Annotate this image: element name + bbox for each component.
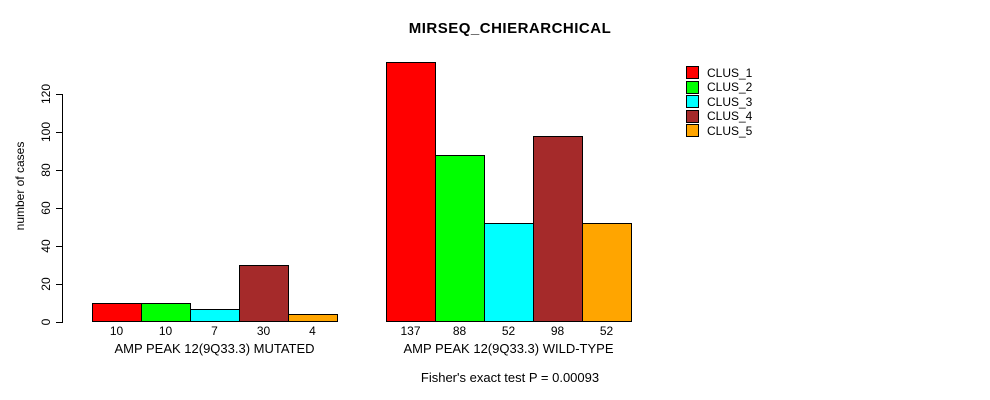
bar-clus_2	[435, 155, 485, 322]
legend-swatch-icon	[686, 124, 699, 137]
bar-value-label: 52	[501, 324, 516, 338]
bar-value-label: 10	[158, 324, 173, 338]
y-tick-label: 60	[39, 201, 53, 215]
legend: CLUS_1 CLUS_2 CLUS_3 CLUS_4 CLUS_5	[686, 66, 752, 139]
legend-item: CLUS_1	[686, 65, 753, 80]
legend-label: CLUS_5	[707, 123, 753, 138]
legend-item: CLUS_3	[686, 94, 753, 109]
y-tick-label: 100	[39, 121, 53, 143]
chart-title: MIRSEQ_CHIERARCHICAL	[408, 20, 612, 37]
legend-label: CLUS_3	[707, 94, 753, 109]
y-tick-mark	[56, 94, 62, 95]
x-group-label: AMP PEAK 12(9Q33.3) MUTATED	[114, 341, 315, 356]
bar-value-label: 7	[211, 324, 218, 338]
bar-clus_5	[288, 314, 338, 322]
y-axis-label: number of cases	[13, 141, 27, 231]
bar-clus_1	[386, 62, 436, 322]
bar-clus_1	[92, 303, 142, 322]
legend-item: CLUS_2	[686, 80, 753, 94]
legend-swatch-icon	[686, 80, 699, 94]
legend-swatch-icon	[686, 109, 699, 123]
y-tick-label: 40	[39, 239, 53, 253]
bar-clus_3	[484, 223, 534, 322]
y-tick-mark	[56, 322, 62, 323]
y-tick-mark	[56, 284, 62, 285]
y-tick-mark	[56, 132, 62, 133]
bar-value-label: 98	[550, 324, 565, 338]
x-group-label: AMP PEAK 12(9Q33.3) WILD-TYPE	[403, 341, 614, 356]
bar-value-label: 137	[400, 324, 421, 338]
legend-item: CLUS_4	[686, 109, 753, 123]
bar-value-label: 10	[109, 324, 124, 338]
bar-value-label: 4	[309, 324, 316, 338]
bar-value-label: 88	[452, 324, 467, 338]
y-tick-label: 120	[39, 83, 53, 105]
bar-clus_4	[239, 265, 289, 322]
legend-label: CLUS_2	[707, 80, 753, 94]
bar-value-label: 30	[256, 324, 271, 338]
bar-clus_4	[533, 136, 583, 322]
legend-item: CLUS_5	[686, 123, 753, 138]
bar-clus_5	[582, 223, 632, 322]
legend-swatch-icon	[686, 95, 699, 108]
bar-clus_3	[190, 309, 240, 322]
y-tick-label: 0	[39, 318, 53, 326]
legend-label: CLUS_1	[707, 65, 753, 80]
bar-clus_2	[141, 303, 191, 322]
fisher-annotation: Fisher's exact test P = 0.00093	[420, 370, 600, 385]
bar-value-label: 52	[599, 324, 614, 338]
y-tick-label: 80	[39, 163, 53, 177]
y-axis-line	[62, 94, 63, 323]
legend-label: CLUS_4	[707, 109, 753, 123]
y-tick-mark	[56, 208, 62, 209]
y-tick-mark	[56, 170, 62, 171]
y-tick-mark	[56, 246, 62, 247]
legend-swatch-icon	[686, 66, 699, 79]
y-tick-label: 20	[39, 277, 53, 291]
